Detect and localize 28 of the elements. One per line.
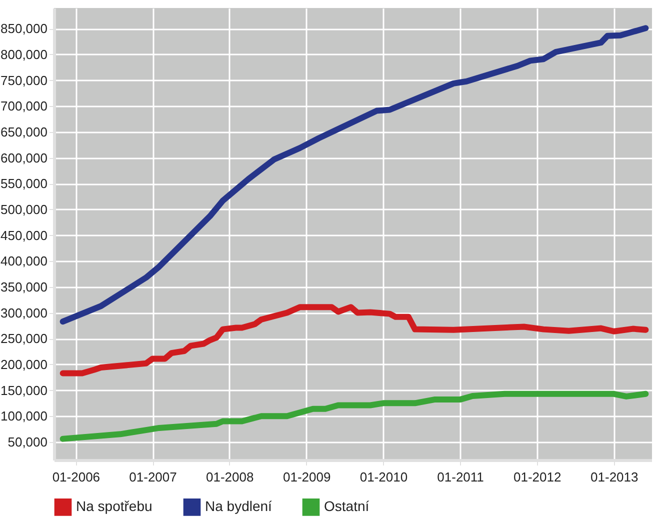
x-tick-label: 01-2007	[129, 470, 177, 484]
y-tick-label: 400,000	[0, 254, 48, 269]
legend-label: Ostatní	[324, 498, 370, 514]
y-tick-label: 250,000	[0, 331, 48, 346]
y-tick-label: 600,000	[0, 150, 48, 166]
x-tick-label: 01-2010	[360, 470, 408, 484]
y-tick-label: 300,000	[0, 305, 48, 320]
y-tick-label: 200,000	[0, 356, 48, 372]
y-tick-label: 450,000	[0, 228, 48, 243]
y-tick-label: 750,000	[0, 72, 48, 88]
y-tick-label: 550,000	[0, 176, 48, 192]
y-tick-label: 100,000	[0, 408, 48, 424]
y-tick-label: 850,000	[0, 21, 48, 36]
x-tick-label: 01-2011	[437, 470, 484, 484]
y-tick-label: 800,000	[0, 46, 48, 62]
x-tick-label: 01-2009	[283, 470, 331, 484]
y-tick-label: 700,000	[0, 98, 48, 114]
y-tick-label: 150,000	[0, 382, 48, 398]
x-tick-label: 01-2006	[52, 470, 100, 484]
x-tick-label: 01-2012	[514, 470, 562, 484]
y-tick-label: 50,000	[8, 434, 48, 450]
y-tick-label: 350,000	[0, 279, 48, 294]
y-tick-label: 500,000	[0, 202, 48, 217]
legend-label: Na bydlení	[205, 498, 272, 514]
x-tick-label: 01-2013	[590, 470, 638, 484]
legend-label: Na spotřebu	[76, 498, 152, 514]
y-tick-label: 650,000	[0, 124, 48, 140]
x-tick-label: 01-2008	[206, 470, 254, 484]
